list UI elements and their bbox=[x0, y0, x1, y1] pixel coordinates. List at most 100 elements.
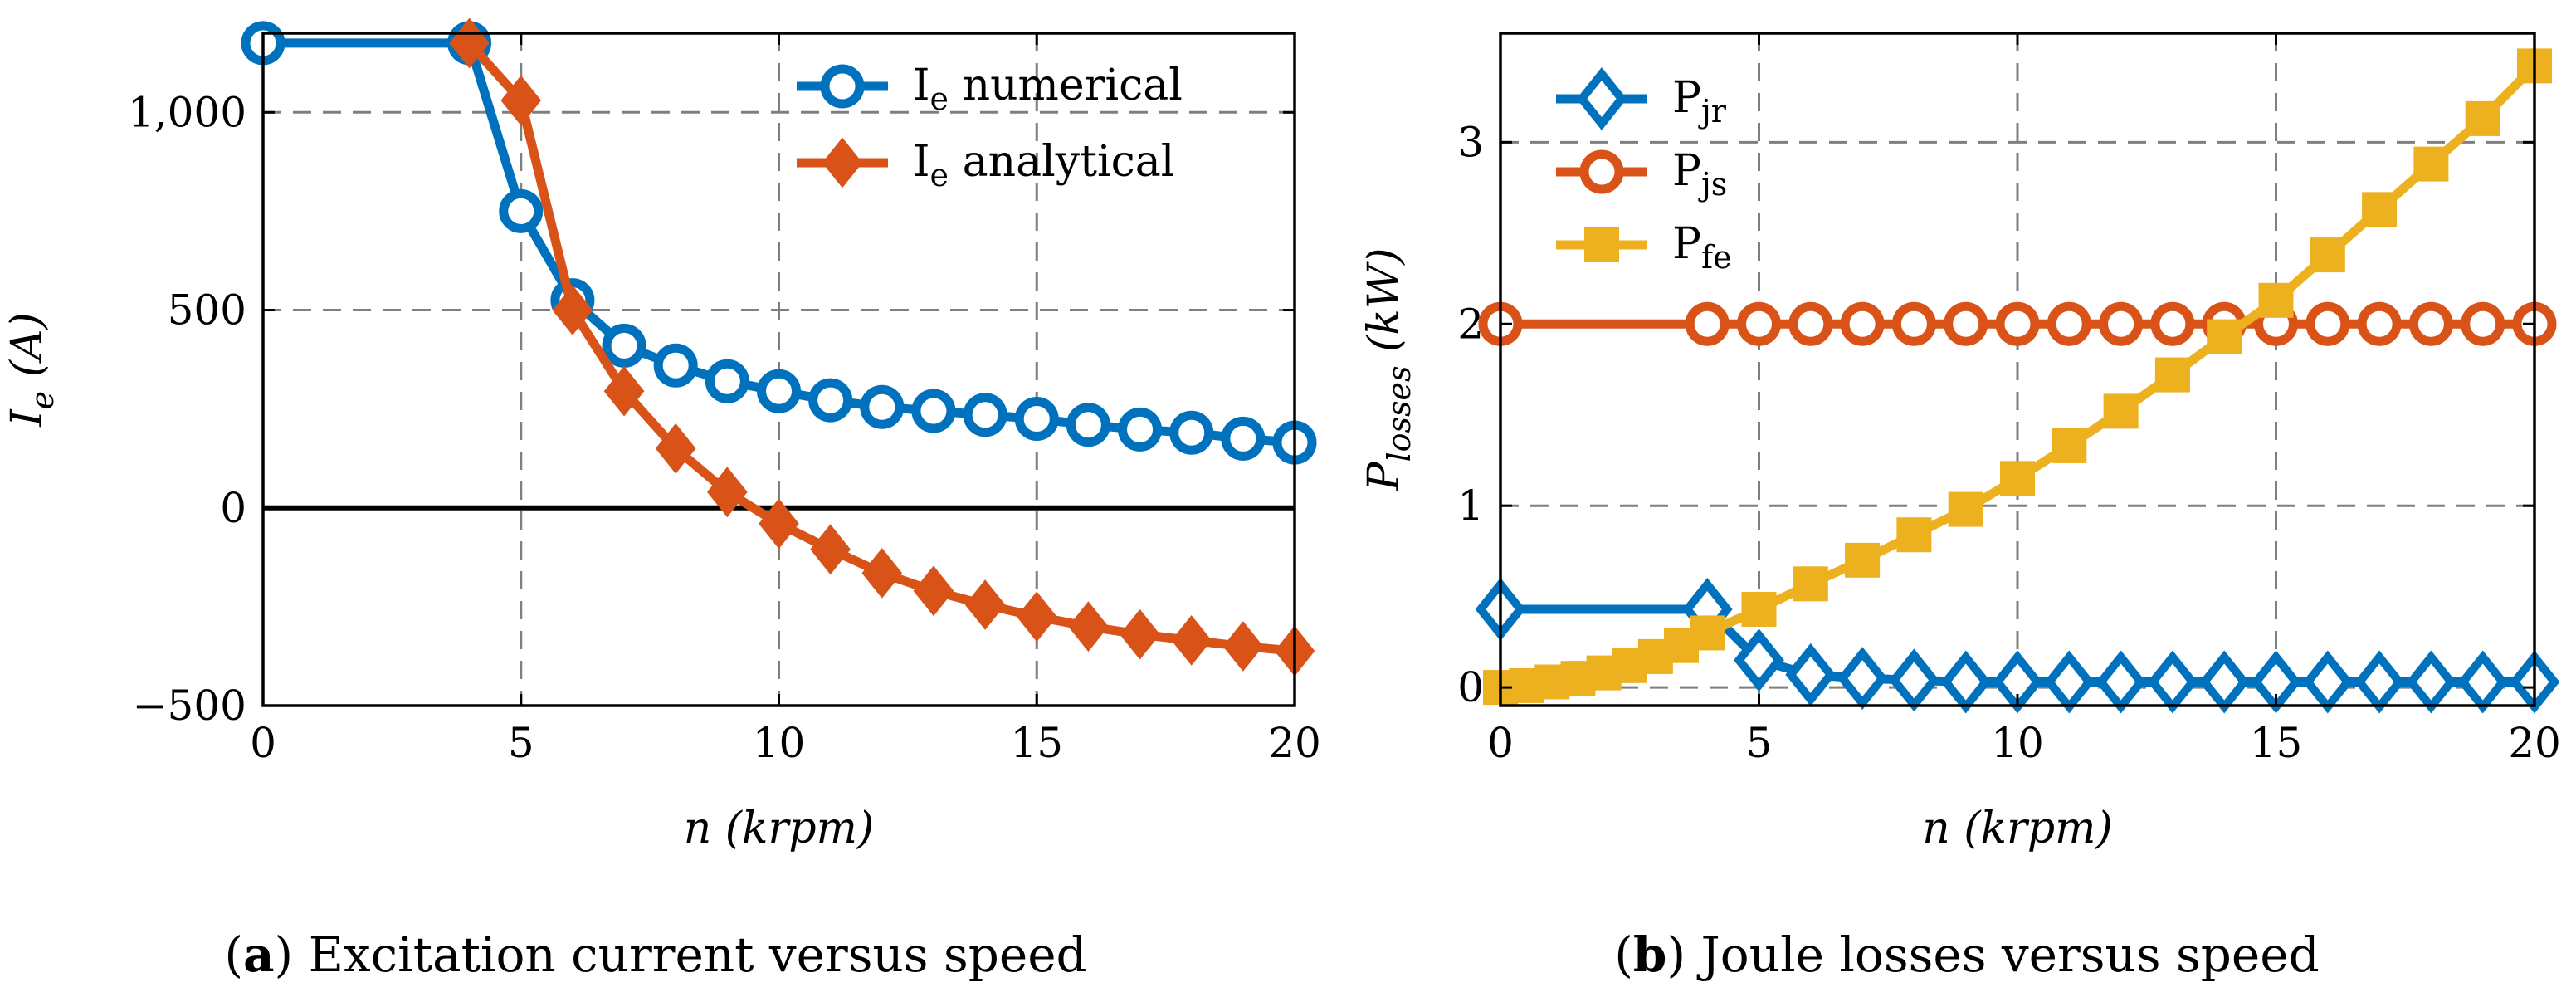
data-point-numerical bbox=[602, 323, 646, 368]
data-point-analytical bbox=[1016, 591, 1057, 643]
x-tick-label: 5 bbox=[1746, 719, 1773, 767]
data-point-Pfe bbox=[2103, 393, 2139, 429]
y-tick-label: 0 bbox=[220, 484, 246, 532]
data-point-analytical bbox=[759, 498, 799, 550]
x-tick-label: 15 bbox=[2250, 719, 2303, 767]
data-point-Pjs bbox=[1840, 301, 1885, 346]
legend-marker-Pjr bbox=[1576, 66, 1627, 131]
data-point-numerical bbox=[963, 393, 1007, 437]
data-point-Pfe bbox=[2465, 100, 2500, 136]
data-point-Pfe bbox=[2000, 461, 2035, 496]
data-point-Pjr bbox=[2043, 650, 2095, 714]
x-tick-label: 5 bbox=[508, 719, 534, 767]
data-point-analytical bbox=[603, 365, 645, 417]
data-point-numerical bbox=[911, 389, 956, 433]
y-tick-label: 1 bbox=[1457, 481, 1484, 530]
data-point-analytical bbox=[1068, 601, 1109, 652]
data-point-Pfe bbox=[1948, 491, 1983, 527]
data-point-analytical bbox=[552, 285, 593, 335]
data-point-analytical bbox=[449, 17, 490, 69]
data-point-Pjr bbox=[2198, 650, 2250, 714]
x-tick-label: 20 bbox=[1268, 719, 1321, 767]
data-point-Pfe bbox=[1896, 517, 1932, 553]
data-point-analytical bbox=[1171, 614, 1212, 666]
data-point-analytical bbox=[1222, 621, 1264, 672]
x-tick-label: 20 bbox=[2508, 719, 2561, 767]
data-point-analytical bbox=[810, 524, 851, 575]
data-point-Pfe bbox=[2413, 146, 2449, 182]
data-point-Pjs bbox=[2047, 301, 2091, 346]
data-point-numerical bbox=[757, 369, 801, 413]
data-point-Pjr bbox=[2405, 650, 2456, 714]
data-point-analytical bbox=[1120, 608, 1160, 660]
y-axis-label: Plosses (kW) bbox=[1359, 247, 1417, 491]
x-tick-label: 10 bbox=[1991, 719, 2044, 767]
data-point-analytical bbox=[500, 75, 542, 126]
data-point-Pfe bbox=[2207, 319, 2242, 354]
data-point-Pjs bbox=[1995, 301, 2040, 346]
data-point-Pjs bbox=[1944, 301, 1988, 346]
data-point-Pfe bbox=[2310, 237, 2345, 273]
data-point-Pjr bbox=[1940, 650, 1992, 714]
data-point-Pjr bbox=[1837, 647, 1888, 711]
data-point-numerical bbox=[808, 378, 853, 423]
data-point-Pjr bbox=[1785, 643, 1837, 706]
data-point-Pjs bbox=[2408, 301, 2453, 346]
legend-label-Pjs: Pjs bbox=[1672, 146, 1727, 203]
data-point-Pjs bbox=[2305, 301, 2350, 346]
legend-marker-analytical bbox=[822, 137, 863, 188]
data-point-Pjr bbox=[2354, 650, 2405, 714]
data-point-Pjs bbox=[1685, 301, 1730, 346]
data-point-numerical bbox=[860, 384, 905, 429]
legend: Ie numerical Ie analytical bbox=[797, 61, 1183, 193]
legend-marker-numerical bbox=[820, 64, 865, 109]
data-point-Pjr bbox=[1734, 628, 1784, 692]
data-point-numerical bbox=[1169, 410, 1214, 455]
data-point-analytical bbox=[655, 423, 696, 474]
data-point-Pjr bbox=[2457, 650, 2509, 714]
x-axis-label: n (krpm) bbox=[1922, 804, 2113, 853]
data-point-Pjs bbox=[2357, 301, 2402, 346]
data-point-Pjs bbox=[1737, 301, 1781, 346]
data-point-Pfe bbox=[2154, 357, 2190, 393]
y-tick-label: 2 bbox=[1457, 300, 1484, 348]
y-tick-label: −500 bbox=[133, 682, 246, 730]
x-tick-label: 15 bbox=[1010, 719, 1063, 767]
data-point-Pjr bbox=[2147, 650, 2198, 714]
y-tick-label: 0 bbox=[1457, 663, 1484, 711]
data-point-Pfe bbox=[2362, 192, 2398, 227]
legend-label-Pjr: Pjr bbox=[1672, 73, 1727, 130]
data-point-numerical bbox=[1221, 416, 1266, 461]
data-point-Pfe bbox=[1845, 542, 1881, 578]
data-point-Pjs bbox=[2099, 301, 2144, 346]
data-point-Pjr bbox=[2302, 650, 2354, 714]
data-point-numerical bbox=[1014, 397, 1059, 442]
caption-b: (b) Joule losses versus speed bbox=[1614, 926, 2319, 983]
legend-marker-Pjs bbox=[1579, 149, 1624, 194]
data-point-Pjs bbox=[2461, 301, 2505, 346]
caption-a: (a) Excitation current versus speed bbox=[224, 926, 1086, 983]
legend-label-numerical: Ie numerical bbox=[913, 61, 1183, 117]
x-tick-label: 0 bbox=[250, 719, 276, 767]
y-axis-label: Ie (A) bbox=[2, 312, 61, 428]
legend-label-Pfe: Pfe bbox=[1672, 219, 1732, 276]
legend: Pjr Pjs Pfe bbox=[1556, 66, 1732, 276]
x-axis-label: n (krpm) bbox=[684, 804, 875, 853]
y-tick-label: 3 bbox=[1457, 118, 1484, 166]
data-point-Pfe bbox=[1741, 591, 1777, 627]
data-point-analytical bbox=[964, 579, 1006, 630]
data-point-Pjs bbox=[2150, 301, 2195, 346]
data-point-Pfe bbox=[2258, 282, 2294, 318]
data-point-numerical bbox=[1118, 407, 1163, 452]
x-tick-label: 10 bbox=[753, 719, 806, 767]
data-point-Pjs bbox=[1891, 301, 1936, 346]
data-point-Pfe bbox=[1793, 566, 1828, 602]
data-point-numerical bbox=[499, 188, 544, 233]
data-point-analytical bbox=[861, 547, 903, 599]
data-point-Pjr bbox=[2095, 650, 2147, 714]
x-tick-label: 0 bbox=[1487, 719, 1514, 767]
chart-b: 0 5 10 15 20 0 1 2 3 n (krpm) Plosses (kW) Pjr Pjs Pf… bbox=[1359, 32, 2561, 853]
legend-label-analytical: Ie analytical bbox=[913, 137, 1174, 193]
